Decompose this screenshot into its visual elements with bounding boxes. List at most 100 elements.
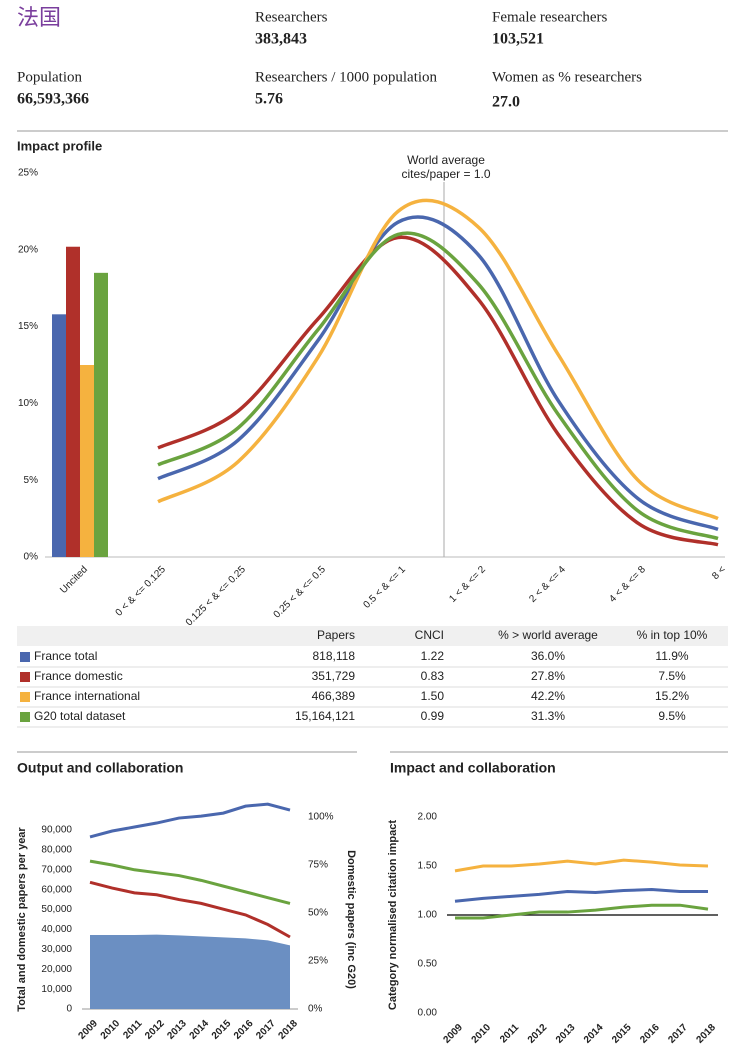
y-tick-label: 0.00 [418,1008,438,1019]
y2-tick-label: 50% [308,908,328,919]
table-cell: 9.5% [658,709,686,723]
x-tick-label: 2010 [470,1022,494,1046]
table-cell: 1.22 [421,649,445,663]
y-tick-label: 2.00 [418,812,438,823]
x-tick-label: 2018 [694,1022,718,1046]
y-tick-label: 15% [18,321,38,332]
y-tick-label: 1.00 [418,910,438,921]
x-tick-label: 2009 [76,1018,100,1042]
y-tick-label: 40,000 [41,924,72,935]
column-header: CNCI [415,628,444,642]
x-tick-label: 2011 [498,1022,521,1045]
y-tick-label: 90,000 [41,825,72,836]
x-tick-label: 4 < & <= 8 [607,564,648,605]
x-tick-label: 2 < & <= 4 [527,564,568,605]
x-tick-label: 0.5 < & <= 1 [361,564,408,611]
table-cell: 15,164,121 [295,709,355,723]
section-title: Impact and collaboration [390,760,556,776]
y-tick-label: 5% [24,475,39,486]
line [157,215,719,532]
x-tick-label: 2015 [610,1022,634,1046]
line [157,235,719,547]
y2-tick-label: 75% [308,860,328,871]
stat-label: Female researchers [492,9,608,25]
y2-tick-label: 25% [308,956,328,967]
row-name: G20 total dataset [34,709,126,723]
bar [52,314,66,557]
y-tick-label: 0.50 [418,959,438,970]
line [89,802,291,839]
x-tick-label: 8 < [710,564,728,582]
line [455,903,709,920]
bar [94,272,108,557]
legend-swatch [20,672,30,682]
country-title: 法国 [17,5,61,30]
x-tick-label: 2013 [165,1018,189,1042]
stat-label: Researchers / 1000 population [255,69,438,85]
annotation: World average [407,153,485,167]
x-tick-label: Uncited [58,564,90,596]
column-header: Papers [317,628,355,642]
column-header: % > world average [498,628,598,642]
y-tick-label: 0% [24,552,39,563]
y-axis-label: Category normalised citation impact [387,820,399,1010]
table-cell: 31.3% [531,709,565,723]
x-tick-label: 0.125 < & <= 0.25 [184,564,249,629]
bar [66,246,80,557]
table-cell: 0.83 [421,669,445,683]
section-title: Impact profile [17,138,102,153]
x-tick-label: 2011 [121,1018,144,1041]
y-tick-label: 10,000 [41,984,72,995]
line [89,859,291,905]
y-tick-label: 70,000 [41,864,72,875]
x-tick-label: 2009 [441,1022,465,1046]
table-header-bg [17,626,728,646]
x-tick-label: 2017 [254,1018,278,1042]
y-tick-label: 60,000 [41,884,72,895]
table-cell: 466,389 [312,689,356,703]
y-tick-label: 0 [66,1004,72,1015]
table-cell: 42.2% [531,689,565,703]
legend-swatch [20,692,30,702]
table-cell: 27.8% [531,669,565,683]
y-tick-label: 25% [18,168,38,179]
bar [80,365,94,557]
area [90,934,290,1009]
y-tick-label: 50,000 [41,904,72,915]
y-tick-label: 1.50 [418,861,438,872]
x-tick-label: 2015 [210,1018,234,1042]
y2-tick-label: 100% [308,812,334,823]
line [157,231,719,541]
y-tick-label: 30,000 [41,944,72,955]
x-tick-label: 0.25 < & <= 0.5 [272,564,329,621]
stat-value: 5.76 [255,91,283,108]
stat-value: 66,593,366 [17,91,89,108]
x-tick-label: 2010 [99,1018,123,1042]
table-cell: 1.50 [421,689,445,703]
table-cell: 0.99 [421,709,445,723]
table-cell: 7.5% [658,669,686,683]
x-tick-label: 2018 [276,1018,300,1042]
section-title: Output and collaboration [17,760,183,776]
annotation: cites/paper = 1.0 [401,167,490,181]
x-tick-label: 2017 [666,1022,690,1046]
y-tick-label: 80,000 [41,845,72,856]
y-tick-label: 20% [18,244,38,255]
table-cell: 11.9% [655,649,688,663]
stat-label: Women as % researchers [492,69,642,85]
row-name: France international [34,689,140,703]
legend-swatch [20,712,30,722]
x-tick-label: 2014 [582,1022,606,1046]
line [157,198,719,521]
stat-value: 103,521 [492,31,544,48]
y-axis-label: Total and domestic papers per year [16,827,28,1012]
x-tick-label: 2013 [554,1022,578,1046]
row-name: France domestic [34,669,123,683]
stat-label: Researchers [255,9,328,25]
y2-tick-label: 0% [308,1004,323,1015]
column-header: % in top 10% [637,628,708,642]
y2-axis-label: Domestic papers (inc G20) [345,850,357,989]
x-tick-label: 2016 [638,1022,662,1046]
line [89,880,291,939]
